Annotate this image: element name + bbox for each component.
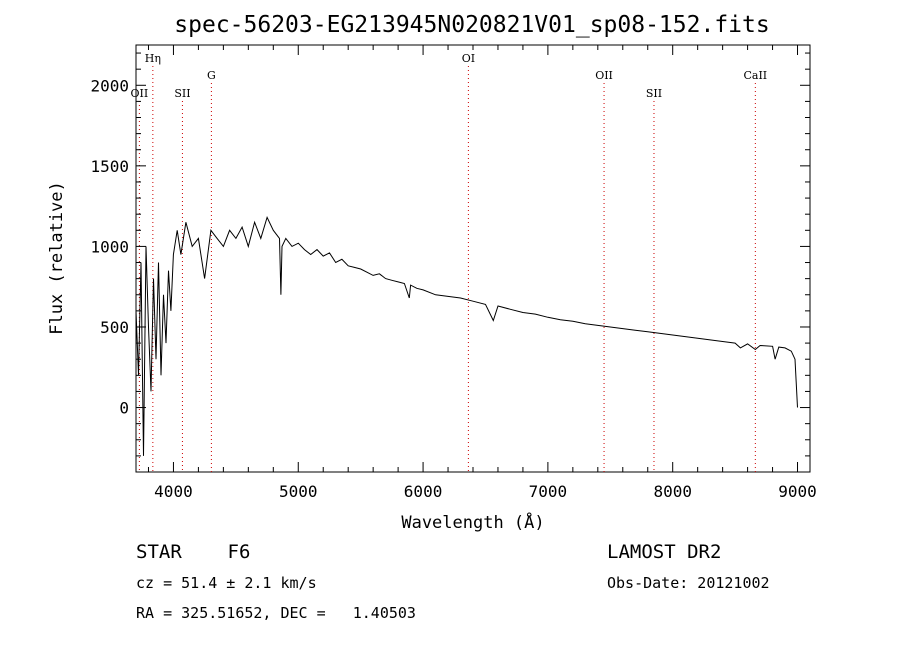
line-marker-label: CaII (743, 69, 767, 82)
object-class: STAR F6 (136, 541, 251, 563)
x-tick-label: 6000 (404, 482, 443, 501)
x-tick-label: 7000 (529, 482, 568, 501)
line-marker-label: OII (131, 87, 149, 100)
x-tick-label: 5000 (279, 482, 318, 501)
y-axis-label: Flux (relative) (47, 181, 67, 335)
y-tick-label: 0 (119, 399, 129, 418)
line-marker-label: OI (462, 52, 475, 65)
line-marker-label: SII (174, 87, 190, 100)
x-tick-label: 4000 (154, 482, 193, 501)
ra-dec: RA = 325.51652, DEC = 1.40503 (136, 604, 416, 622)
axis-tick-labels: 4000 5000 6000 7000 8000 9000 0 500 1000 1500 2000 (90, 76, 816, 501)
chart-title: spec-56203-EG213945N020821V01_sp08-152.f… (174, 12, 769, 38)
survey-name: LAMOST DR2 (607, 541, 722, 563)
line-marker-label: OII (595, 69, 613, 82)
y-tick-label: 500 (100, 318, 129, 337)
y-tick-label: 1000 (90, 237, 129, 256)
line-markers: Hη OII SII G OI OII SII CaII (131, 52, 767, 472)
spectrum-line (135, 216, 798, 456)
plot-frame (135, 44, 811, 473)
line-marker-label: Hη (145, 52, 161, 65)
observation-date: Obs-Date: 20121002 (607, 574, 770, 592)
line-marker-label: SII (646, 87, 662, 100)
x-tick-label: 8000 (653, 482, 692, 501)
y-tick-label: 2000 (90, 76, 129, 95)
y-tick-label: 1500 (90, 157, 129, 176)
x-tick-label: 9000 (778, 482, 817, 501)
axis-ticks (136, 45, 810, 473)
redshift-velocity: cz = 51.4 ± 2.1 km/s (136, 574, 317, 592)
line-marker-label: G (207, 69, 216, 82)
x-axis-label: Wavelength (Å) (401, 511, 544, 533)
